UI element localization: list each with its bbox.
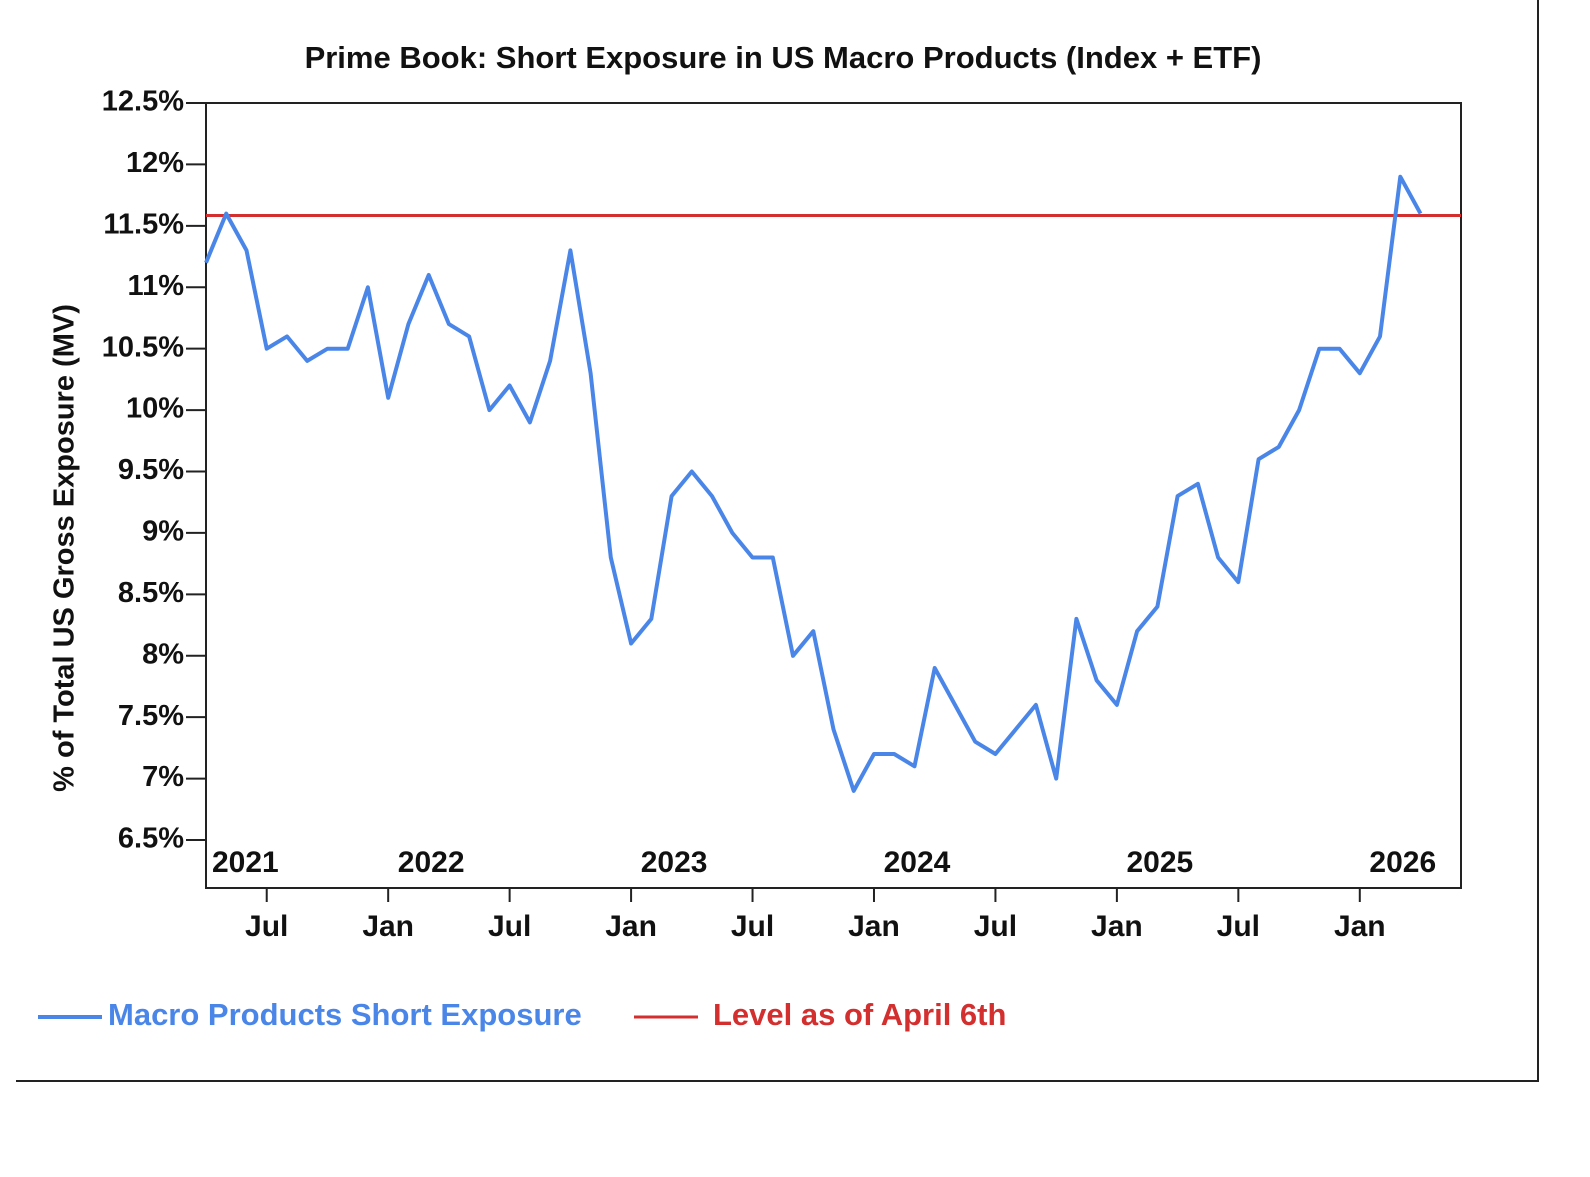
x-tick-label: Jul (1217, 910, 1260, 943)
y-tick-label: 10.5% (102, 331, 184, 363)
y-axis-label: % of Total US Gross Exposure (MV) (49, 304, 81, 792)
y-tick-label: 9.5% (118, 454, 184, 486)
x-tick-label: Jul (245, 910, 288, 943)
year-label: 2026 (1369, 846, 1436, 879)
x-tick-label: Jan (605, 910, 657, 943)
y-tick-label: 12.5% (102, 86, 184, 118)
x-tick-label: Jul (488, 910, 531, 943)
x-tick-label: Jan (848, 910, 900, 943)
x-tick-label: Jul (731, 910, 774, 943)
y-tick-label: 11% (128, 270, 185, 302)
y-tick-label: 11.5% (103, 208, 184, 240)
legend-label: Macro Products Short Exposure (108, 997, 582, 1032)
chart-title: Prime Book: Short Exposure in US Macro P… (305, 40, 1262, 75)
y-tick-label: 8.5% (118, 577, 184, 609)
x-tick-label: Jan (1334, 910, 1386, 943)
x-tick-label: Jan (362, 910, 414, 943)
y-tick-label: 8% (142, 638, 184, 670)
chart: Prime Book: Short Exposure in US Macro P… (16, 0, 1539, 1082)
y-tick-label: 9% (142, 516, 184, 548)
year-label: 2021 (212, 846, 279, 879)
y-tick-label: 7% (142, 761, 184, 793)
legend-label: Level as of April 6th (713, 997, 1006, 1032)
x-tick-label: Jan (1091, 910, 1143, 943)
y-tick-label: 7.5% (118, 700, 184, 732)
y-tick-label: 6.5% (118, 823, 184, 855)
plot-frame (205, 102, 1462, 889)
x-tick-label: Jul (974, 910, 1017, 943)
year-label: 2023 (641, 846, 708, 879)
y-tick-label: 12% (126, 147, 184, 179)
year-label: 2024 (884, 846, 951, 879)
year-label: 2022 (398, 846, 465, 879)
series-line (204, 174, 1423, 793)
y-tick-label: 10% (126, 393, 184, 425)
year-label: 2025 (1127, 846, 1194, 879)
